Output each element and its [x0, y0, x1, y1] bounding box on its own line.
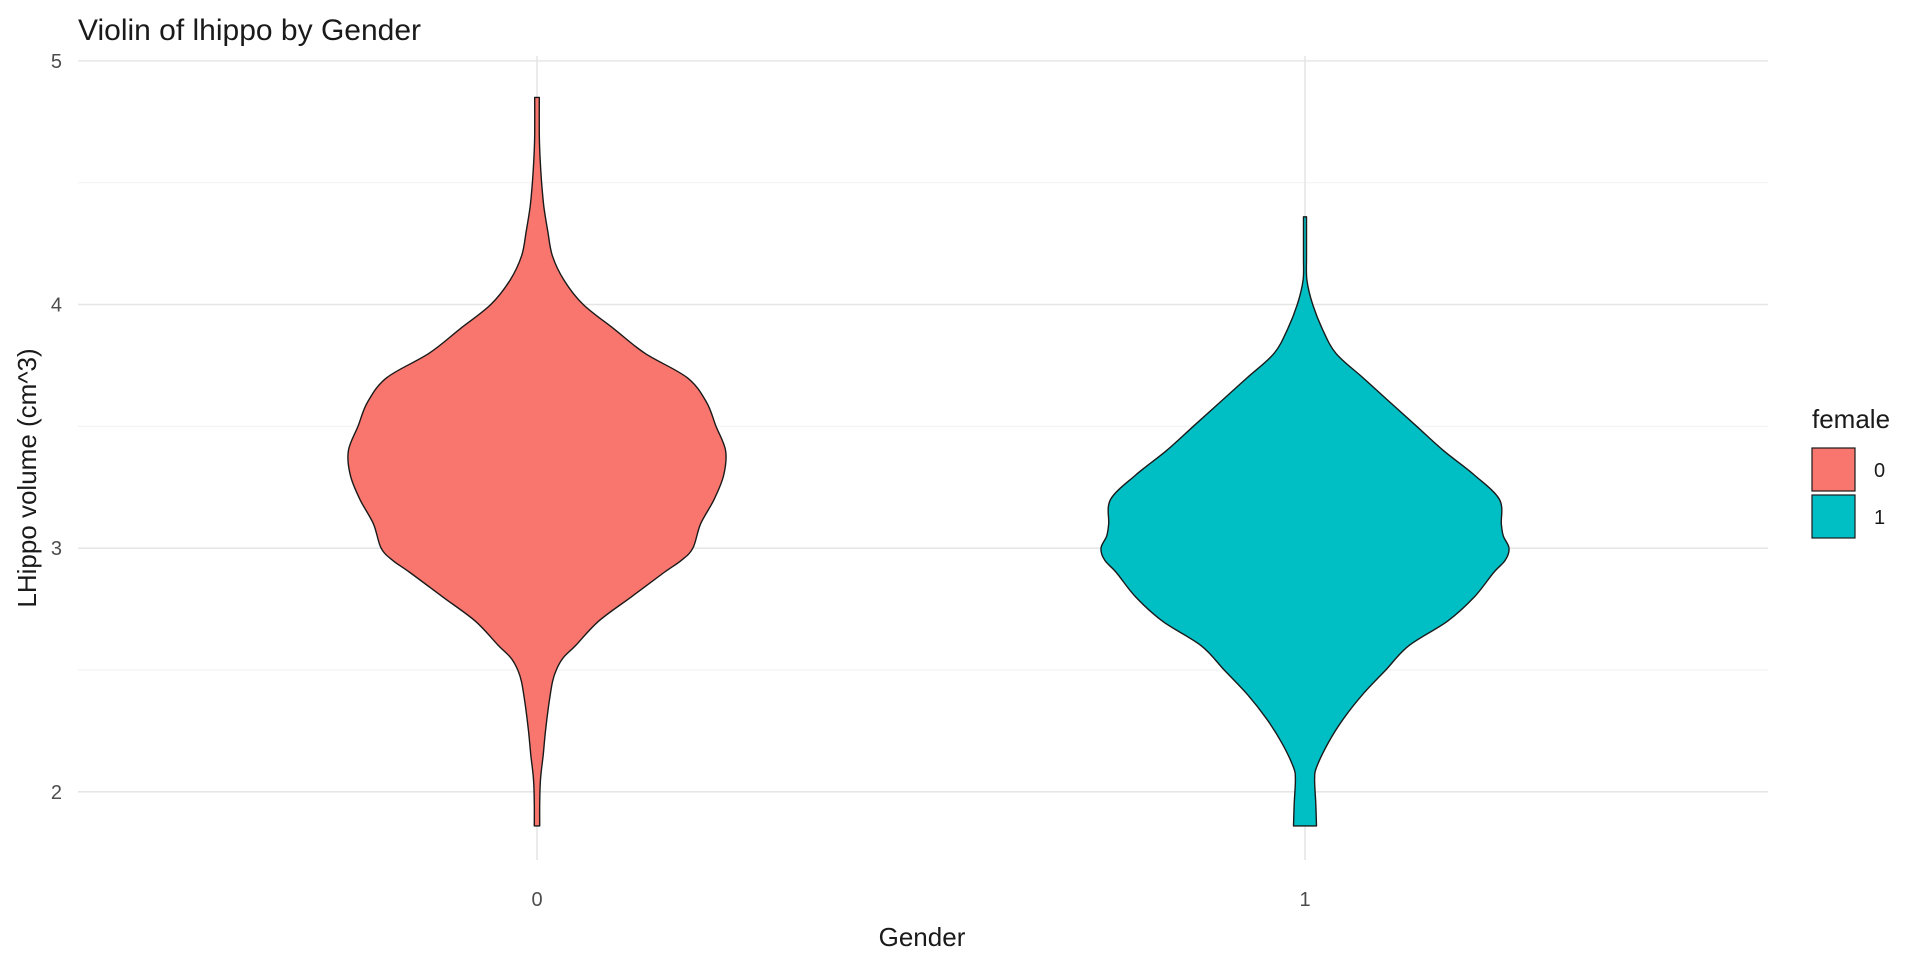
x-tick-label: 1	[1299, 889, 1310, 911]
violins	[347, 96, 1510, 827]
y-tick-label: 4	[51, 295, 62, 317]
y-tick-labels: 2 3 4 5	[51, 51, 62, 804]
y-tick-label: 3	[51, 538, 62, 560]
violin-gender-1	[1100, 216, 1510, 827]
legend-title: female	[1812, 404, 1890, 434]
legend-swatch	[1811, 494, 1856, 539]
y-tick-label: 5	[51, 51, 62, 73]
legend-label: 1	[1874, 507, 1885, 529]
y-axis-title: LHippo volume (cm^3)	[12, 348, 42, 607]
chart-title: Violin of lhippo by Gender	[78, 14, 421, 47]
violin-gender-0	[347, 96, 727, 827]
grid	[78, 56, 1768, 860]
legend: female 0 1	[1811, 404, 1890, 539]
x-tick-label: 0	[531, 889, 542, 911]
legend-swatch	[1811, 447, 1856, 492]
legend-label: 0	[1874, 460, 1885, 482]
x-axis-title: Gender	[879, 922, 966, 952]
y-tick-label: 2	[51, 782, 62, 804]
